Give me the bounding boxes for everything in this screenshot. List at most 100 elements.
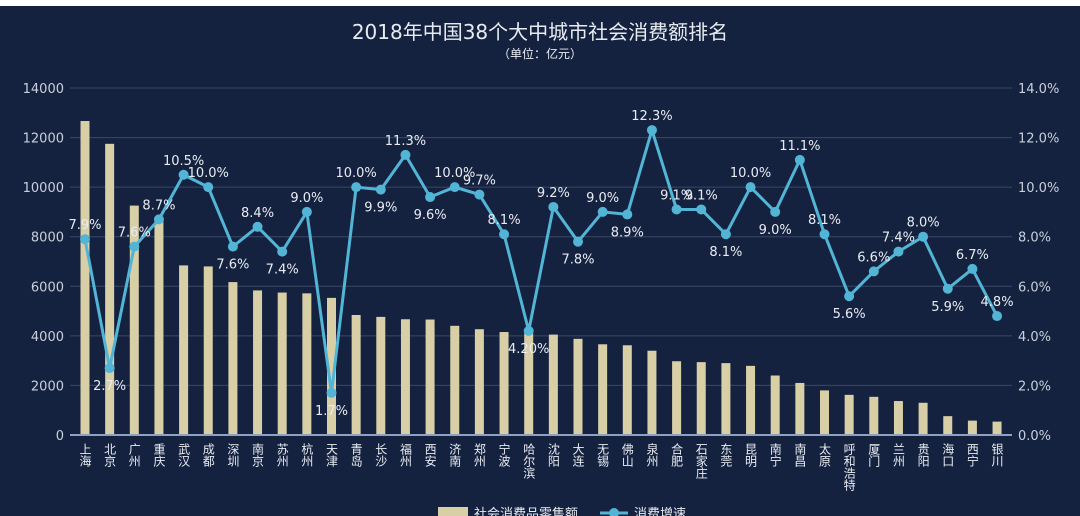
line-point: [548, 201, 559, 212]
bar: [400, 319, 410, 435]
x-tick-label: 南京: [251, 442, 265, 468]
bar: [770, 375, 780, 435]
data-label: 8.4%: [241, 206, 274, 221]
data-label: 10.0%: [335, 166, 376, 181]
line-point: [671, 204, 682, 215]
y-left-tick-label: 4000: [31, 330, 64, 345]
chart-container: 2018年中国38个大中城市社会消费额排名 （单位：亿元） 7.9% 2.7% 7.…: [0, 6, 1080, 516]
x-tick-label: 合肥: [670, 442, 684, 467]
y-right-tick-label: 8.0%: [1018, 231, 1051, 246]
line-point: [203, 182, 214, 193]
x-tick-label: 贵阳: [916, 443, 930, 467]
x-tick-label: 西宁: [965, 443, 979, 467]
line-point: [893, 246, 904, 257]
bar: [918, 402, 928, 435]
data-label: 11.3%: [385, 134, 426, 149]
data-label: 9.6%: [414, 208, 447, 223]
line-point: [277, 246, 288, 257]
x-tick-label: 济南: [448, 442, 462, 467]
line-point: [918, 231, 929, 242]
bar: [869, 396, 879, 435]
line-point: [301, 206, 312, 217]
x-tick-label: 南宁: [768, 442, 782, 467]
legend-label-line: 消费增速: [634, 507, 686, 516]
bar: [376, 316, 386, 435]
bar: [893, 401, 903, 435]
bar: [499, 332, 509, 435]
bar: [622, 345, 632, 435]
x-tick-label: 苏州: [275, 443, 289, 467]
line-point: [573, 236, 583, 247]
y-left-tick-label: 10000: [23, 181, 64, 196]
x-tick-label: 重庆: [152, 443, 166, 467]
data-label: 9.7%: [463, 174, 496, 189]
line-point: [80, 234, 90, 245]
bar: [179, 265, 189, 435]
data-label: 11.1%: [779, 139, 820, 154]
data-label: 9.2%: [537, 186, 570, 201]
chart-title: 2018年中国38个大中城市社会消费额排名: [352, 20, 728, 44]
bar: [548, 334, 558, 435]
data-label: 7.6%: [216, 258, 249, 273]
line-point: [992, 311, 1003, 322]
x-tick-label: 西安: [423, 443, 437, 467]
x-tick-label: 成都: [201, 443, 215, 467]
bar: [844, 394, 854, 435]
x-tick-label: 深圳: [226, 443, 240, 467]
line-point: [646, 125, 657, 136]
data-label: 10.0%: [434, 166, 475, 181]
data-label: 9.0%: [759, 223, 792, 238]
line-point: [523, 325, 534, 336]
combo-chart: 2018年中国38个大中城市社会消费额排名 （单位：亿元） 7.9% 2.7% 7.…: [23, 20, 1059, 516]
line-point: [770, 206, 781, 217]
x-tick-label: 无锡: [596, 443, 610, 468]
data-label: 9.0%: [586, 191, 619, 206]
y-right-tick-label: 4.0%: [1018, 330, 1051, 345]
y-right-tick-label: 14.0%: [1018, 82, 1059, 97]
line-point: [844, 291, 855, 302]
data-label: 8.0%: [907, 216, 940, 231]
line-point: [326, 387, 337, 398]
x-tick-label: 沈阳: [546, 442, 560, 467]
line-point: [375, 184, 386, 195]
bar: [351, 314, 361, 435]
data-label: 7.4%: [882, 231, 915, 246]
x-tick-label: 天津: [325, 443, 339, 467]
bar: [967, 420, 977, 435]
data-label: 9.0%: [290, 191, 323, 206]
data-label: 6.6%: [857, 250, 890, 265]
x-tick-label: 东莞: [719, 443, 733, 468]
x-tick-label: 广州: [127, 443, 141, 467]
x-tick-label: 宁波: [497, 442, 511, 468]
x-tick-label: 银川: [990, 443, 1004, 467]
x-tick-label: 哈尔滨: [522, 443, 536, 479]
data-label: 8.1%: [709, 245, 742, 260]
data-label: 10.0%: [188, 166, 229, 181]
data-label: 4.8%: [981, 295, 1014, 310]
growth-line: [83, 124, 999, 394]
y-right-tick-label: 6.0%: [1018, 280, 1051, 295]
data-label: 9.1%: [660, 188, 693, 203]
line-point: [178, 169, 189, 180]
data-label: 7.9%: [68, 218, 101, 233]
bar: [203, 266, 213, 435]
data-label: 10.5%: [163, 154, 204, 169]
line-point: [868, 266, 879, 277]
bar: [721, 363, 731, 435]
line-point: [696, 204, 707, 215]
line-point: [597, 206, 608, 217]
bar: [524, 333, 534, 435]
bar: [425, 319, 435, 435]
line-point: [153, 214, 164, 225]
data-label: 10.0%: [730, 166, 771, 181]
data-label: 12.3%: [631, 109, 672, 124]
line-point: [129, 241, 140, 252]
bar: [992, 421, 1002, 435]
legend-swatch-point: [609, 508, 619, 516]
data-label: 5.6%: [833, 307, 866, 322]
bar: [80, 121, 90, 435]
x-tick-label: 石家庄: [694, 443, 708, 480]
bar: [795, 382, 805, 435]
line-point: [252, 221, 263, 232]
x-tick-label: 武汉: [177, 443, 191, 467]
